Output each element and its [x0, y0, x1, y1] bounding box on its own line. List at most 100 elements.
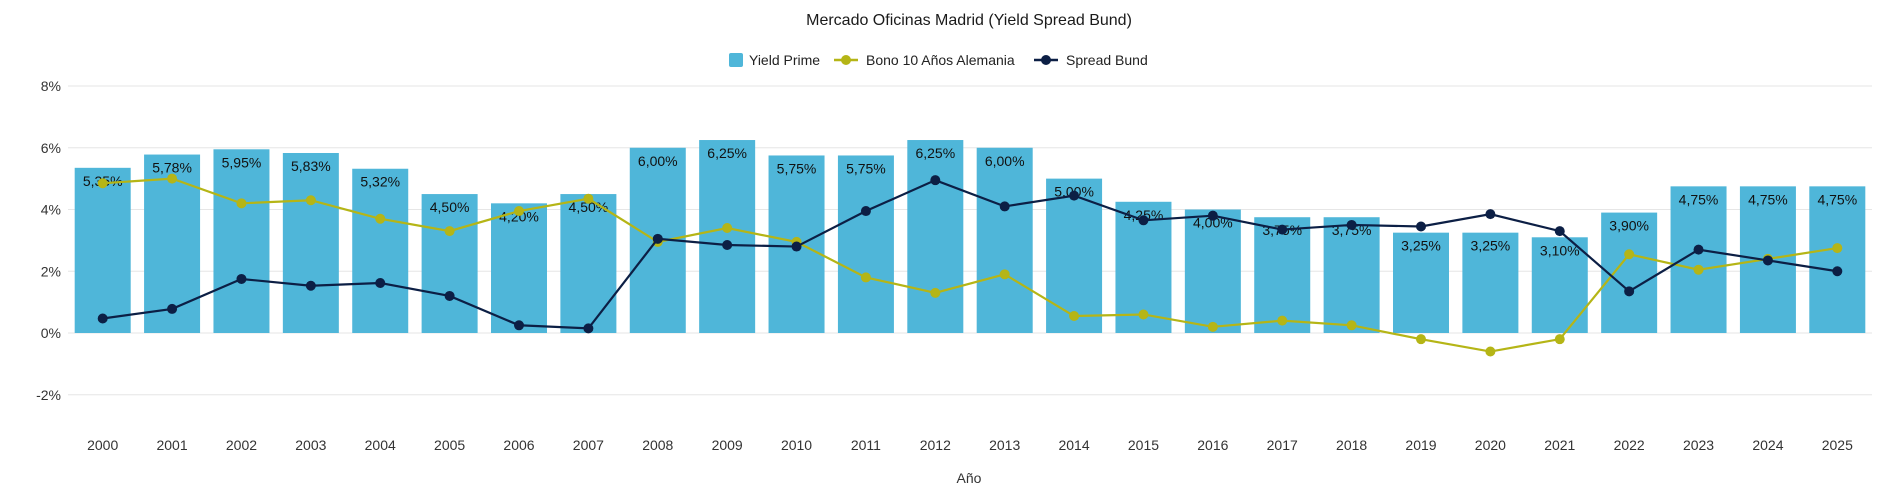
bar-yield-prime[interactable]: [213, 149, 270, 333]
line-bono-10-anos: [102, 177, 1838, 353]
point-spread-bund[interactable]: [930, 175, 941, 186]
point-bono-10-anos[interactable]: [1069, 311, 1080, 322]
point-spread-bund[interactable]: [444, 290, 455, 301]
point-bono-10-anos[interactable]: [1138, 309, 1149, 320]
x-tick-label: 2025: [1822, 437, 1853, 453]
bar-yield-prime[interactable]: [699, 140, 756, 333]
point-spread-bund[interactable]: [1207, 210, 1218, 221]
point-bono-10-anos[interactable]: [1693, 264, 1704, 275]
bars-group: [74, 140, 1866, 334]
bar-yield-prime[interactable]: [1393, 232, 1449, 333]
point-bono-10-anos[interactable]: [1207, 321, 1218, 332]
legend-label-spread-bund[interactable]: Spread Bund: [1066, 52, 1148, 68]
point-spread-bund[interactable]: [1624, 286, 1635, 297]
point-spread-bund[interactable]: [1832, 266, 1843, 277]
bar-yield-prime[interactable]: [1254, 217, 1311, 333]
point-spread-bund[interactable]: [791, 241, 802, 252]
point-spread-bund[interactable]: [1069, 190, 1080, 201]
bar-yield-prime[interactable]: [1601, 212, 1658, 333]
x-tick-label: 2000: [87, 437, 118, 453]
legend: Yield Prime Bono 10 Años Alemania Spread B…: [729, 52, 1148, 68]
bar-data-label: 4,20%: [499, 208, 539, 224]
bar-data-label: 6,25%: [915, 145, 955, 161]
bar-data-label: 4,75%: [1679, 191, 1719, 207]
point-bono-10-anos[interactable]: [444, 226, 455, 237]
bar-yield-prime[interactable]: [907, 140, 964, 333]
bar-yield-prime[interactable]: [1323, 217, 1380, 333]
point-bono-10-anos[interactable]: [1485, 346, 1496, 357]
x-tick-label: 2008: [642, 437, 673, 453]
point-spread-bund[interactable]: [375, 277, 386, 288]
point-spread-bund[interactable]: [1346, 219, 1357, 230]
point-spread-bund[interactable]: [1416, 221, 1426, 232]
bar-yield-prime[interactable]: [1046, 178, 1103, 333]
bar-data-label: 3,25%: [1471, 238, 1511, 254]
point-spread-bund[interactable]: [1277, 224, 1288, 235]
point-spread-bund[interactable]: [722, 240, 733, 251]
point-spread-bund[interactable]: [167, 303, 178, 314]
point-spread-bund[interactable]: [652, 233, 663, 244]
x-tick-label: 2017: [1267, 437, 1298, 453]
point-bono-10-anos[interactable]: [1554, 334, 1565, 345]
point-spread-bund[interactable]: [583, 323, 594, 334]
point-bono-10-anos[interactable]: [1832, 243, 1843, 254]
legend-label-yield-prime[interactable]: Yield Prime: [749, 52, 820, 68]
legend-label-bono-10-anos[interactable]: Bono 10 Años Alemania: [866, 52, 1015, 68]
x-axis-title: Año: [957, 470, 982, 486]
bar-yield-prime[interactable]: [1462, 232, 1519, 333]
bar-data-label: 6,00%: [638, 153, 678, 169]
bar-data-label: 4,75%: [1817, 191, 1857, 207]
bar-yield-prime[interactable]: [976, 147, 1033, 333]
point-spread-bund[interactable]: [1762, 255, 1773, 266]
point-bono-10-anos[interactable]: [1416, 334, 1426, 345]
point-spread-bund[interactable]: [514, 320, 524, 331]
y-tick-label: 8%: [41, 78, 61, 94]
bar-data-label: 5,95%: [222, 154, 262, 170]
x-tick-label: 2019: [1405, 437, 1436, 453]
point-bono-10-anos[interactable]: [999, 269, 1010, 280]
bar-yield-prime[interactable]: [74, 167, 131, 333]
point-bono-10-anos[interactable]: [860, 272, 871, 283]
point-bono-10-anos[interactable]: [1346, 320, 1357, 331]
bar-yield-prime[interactable]: [491, 203, 547, 333]
point-spread-bund[interactable]: [305, 280, 316, 291]
point-bono-10-anos[interactable]: [305, 195, 316, 206]
bar-yield-prime[interactable]: [421, 194, 478, 333]
bar-yield-prime[interactable]: [837, 155, 894, 333]
point-bono-10-anos[interactable]: [583, 193, 594, 204]
bar-yield-prime[interactable]: [352, 168, 409, 333]
bar-yield-prime[interactable]: [1670, 186, 1727, 333]
bar-data-label: 4,75%: [1748, 191, 1788, 207]
point-bono-10-anos[interactable]: [722, 223, 733, 234]
point-bono-10-anos[interactable]: [236, 198, 247, 209]
point-bono-10-anos[interactable]: [97, 178, 108, 189]
point-spread-bund[interactable]: [1554, 226, 1565, 237]
point-bono-10-anos[interactable]: [930, 287, 941, 298]
point-spread-bund[interactable]: [1138, 215, 1149, 226]
point-spread-bund[interactable]: [1485, 209, 1496, 220]
bar-yield-prime[interactable]: [1184, 209, 1241, 334]
legend-swatch-yield-prime: [729, 53, 743, 67]
x-tick-label: 2022: [1614, 437, 1645, 453]
x-tick-label: 2020: [1475, 437, 1506, 453]
bar-data-label: 6,00%: [985, 153, 1025, 169]
point-bono-10-anos[interactable]: [167, 173, 178, 184]
bar-yield-prime[interactable]: [1809, 186, 1866, 333]
bar-data-label: 3,25%: [1401, 238, 1441, 254]
point-bono-10-anos[interactable]: [514, 206, 524, 217]
chart-title: Mercado Oficinas Madrid (Yield Spread Bu…: [806, 12, 1132, 29]
point-spread-bund[interactable]: [236, 273, 247, 284]
bar-yield-prime[interactable]: [560, 194, 617, 333]
x-tick-label: 2001: [156, 437, 187, 453]
point-bono-10-anos[interactable]: [375, 213, 386, 224]
point-spread-bund[interactable]: [999, 201, 1010, 212]
point-bono-10-anos[interactable]: [1277, 315, 1288, 326]
x-tick-label: 2021: [1544, 437, 1575, 453]
point-spread-bund[interactable]: [860, 206, 871, 217]
point-spread-bund[interactable]: [1693, 244, 1704, 255]
bar-data-label: 5,75%: [846, 160, 886, 176]
point-spread-bund[interactable]: [97, 313, 108, 324]
point-bono-10-anos[interactable]: [1624, 249, 1635, 260]
bar-yield-prime[interactable]: [282, 152, 339, 333]
